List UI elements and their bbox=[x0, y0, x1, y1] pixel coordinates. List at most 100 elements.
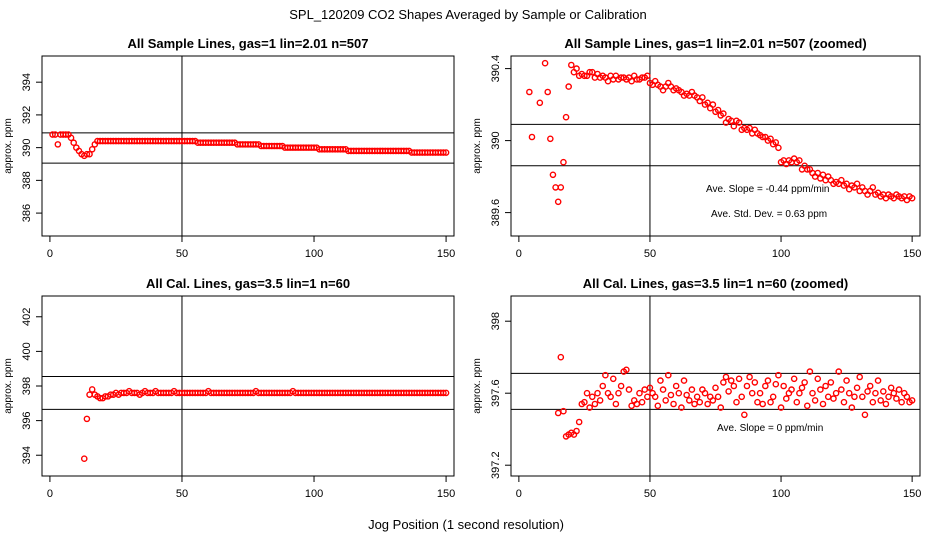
data-point bbox=[62, 131, 70, 138]
data-point bbox=[86, 391, 93, 398]
data-point bbox=[549, 171, 557, 179]
y-tick-label: 400 bbox=[21, 342, 33, 360]
data-point bbox=[859, 393, 866, 401]
data-point bbox=[693, 393, 701, 401]
data-point bbox=[720, 110, 727, 117]
data-point bbox=[680, 377, 688, 384]
data-point bbox=[762, 382, 769, 390]
data-point bbox=[440, 149, 447, 156]
data-point bbox=[725, 388, 732, 395]
data-point bbox=[741, 411, 748, 419]
data-point bbox=[746, 373, 753, 381]
data-point bbox=[602, 371, 609, 379]
y-tick-label: 388 bbox=[21, 171, 33, 189]
panel-title: All Sample Lines, gas=1 lin=2.01 n=507 (… bbox=[564, 36, 866, 51]
data-point bbox=[856, 373, 863, 381]
data-point bbox=[832, 389, 840, 397]
data-point bbox=[80, 455, 88, 462]
data-point bbox=[775, 371, 782, 379]
data-point bbox=[851, 393, 858, 401]
data-point bbox=[872, 389, 879, 397]
y-tick-label: 398 bbox=[490, 312, 502, 330]
data-point bbox=[798, 384, 806, 392]
data-point bbox=[560, 158, 567, 166]
data-point bbox=[586, 404, 593, 411]
data-point bbox=[790, 375, 798, 383]
panel-title: All Cal. Lines, gas=3.5 lin=1 n=60 (zoom… bbox=[583, 276, 849, 291]
data-point bbox=[780, 382, 787, 390]
data-point bbox=[547, 135, 554, 143]
data-point bbox=[848, 404, 856, 411]
data-point bbox=[819, 400, 827, 408]
data-point bbox=[644, 72, 651, 80]
x-tick-label: 0 bbox=[47, 488, 53, 500]
x-tick-label: 50 bbox=[644, 248, 656, 260]
data-point bbox=[811, 397, 819, 404]
data-point bbox=[908, 397, 916, 404]
data-point bbox=[730, 122, 738, 130]
data-point bbox=[885, 393, 892, 401]
data-point bbox=[772, 380, 780, 388]
y-tick-label: 390.4 bbox=[490, 55, 502, 83]
data-point bbox=[743, 382, 751, 390]
data-point bbox=[869, 184, 877, 191]
x-tick-label: 0 bbox=[516, 248, 522, 260]
data-point bbox=[557, 353, 565, 361]
data-point bbox=[544, 88, 552, 96]
data-point bbox=[866, 382, 874, 390]
data-point bbox=[806, 368, 814, 375]
data-point bbox=[704, 400, 711, 408]
data-point bbox=[738, 393, 746, 401]
data-point bbox=[67, 134, 75, 142]
data-point bbox=[641, 386, 649, 393]
data-point bbox=[678, 404, 685, 411]
data-point bbox=[720, 379, 727, 386]
data-point bbox=[581, 72, 588, 80]
data-point bbox=[893, 395, 900, 402]
y-tick-label: 397.6 bbox=[490, 379, 502, 407]
data-point bbox=[827, 379, 835, 386]
data-point bbox=[672, 382, 680, 390]
x-tick-label: 100 bbox=[772, 488, 790, 500]
data-point bbox=[853, 180, 861, 188]
data-point bbox=[803, 166, 811, 173]
data-point bbox=[568, 61, 575, 69]
data-point bbox=[88, 145, 96, 153]
data-point bbox=[756, 389, 764, 397]
y-tick-label: 394 bbox=[21, 446, 33, 464]
data-point bbox=[730, 382, 738, 390]
data-point bbox=[86, 150, 93, 158]
y-tick-label: 397.2 bbox=[490, 451, 502, 479]
data-point bbox=[683, 391, 690, 399]
data-point bbox=[803, 402, 811, 410]
data-point bbox=[575, 418, 583, 426]
data-point bbox=[609, 375, 617, 383]
data-point bbox=[751, 379, 759, 386]
y-axis-label: approx. ppm bbox=[3, 118, 14, 174]
data-point bbox=[628, 402, 635, 410]
data-point bbox=[54, 141, 62, 148]
data-point bbox=[788, 386, 795, 393]
data-point bbox=[796, 389, 803, 397]
data-point bbox=[759, 400, 766, 408]
data-point bbox=[835, 368, 843, 375]
y-tick-label: 392 bbox=[21, 106, 33, 124]
data-point bbox=[861, 411, 869, 419]
data-point bbox=[722, 373, 730, 381]
y-tick-label: 398 bbox=[21, 377, 33, 395]
data-point bbox=[636, 389, 643, 397]
data-point bbox=[717, 404, 725, 411]
panel-title: All Sample Lines, gas=1 lin=2.01 n=507 bbox=[128, 36, 369, 51]
y-axis-label: approx. ppm bbox=[3, 358, 14, 414]
data-point bbox=[565, 83, 572, 90]
data-point bbox=[685, 397, 693, 404]
data-point bbox=[838, 386, 845, 393]
data-point bbox=[874, 377, 882, 384]
data-point bbox=[617, 382, 625, 390]
data-point bbox=[814, 375, 822, 383]
data-point bbox=[536, 99, 544, 107]
plot-frame bbox=[41, 55, 455, 237]
data-point bbox=[554, 198, 562, 206]
y-tick-label: 394 bbox=[21, 73, 33, 91]
data-point bbox=[890, 389, 898, 397]
